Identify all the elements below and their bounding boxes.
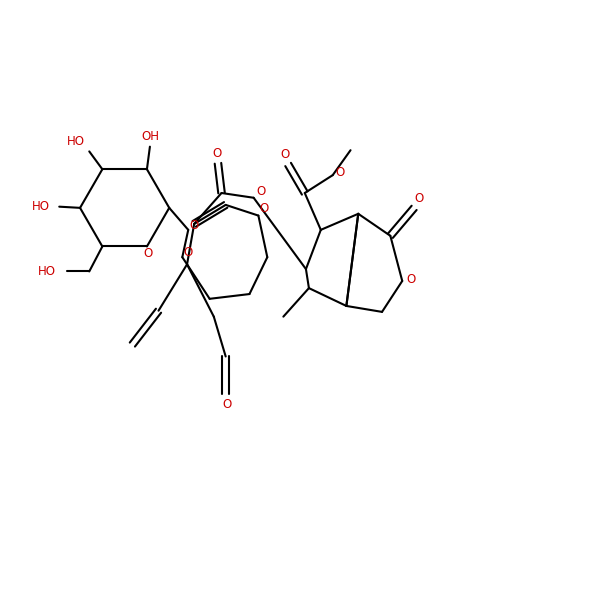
Text: O: O bbox=[406, 273, 415, 286]
Text: O: O bbox=[414, 192, 424, 205]
Text: O: O bbox=[260, 202, 269, 215]
Text: O: O bbox=[335, 166, 344, 179]
Text: HO: HO bbox=[32, 200, 50, 213]
Text: O: O bbox=[143, 247, 153, 260]
Text: HO: HO bbox=[38, 265, 56, 278]
Text: O: O bbox=[256, 185, 265, 199]
Text: O: O bbox=[222, 398, 232, 410]
Text: O: O bbox=[212, 147, 221, 160]
Text: O: O bbox=[190, 218, 199, 232]
Text: OH: OH bbox=[141, 130, 159, 143]
Text: O: O bbox=[184, 246, 193, 259]
Text: O: O bbox=[281, 148, 290, 161]
Text: HO: HO bbox=[67, 136, 85, 148]
